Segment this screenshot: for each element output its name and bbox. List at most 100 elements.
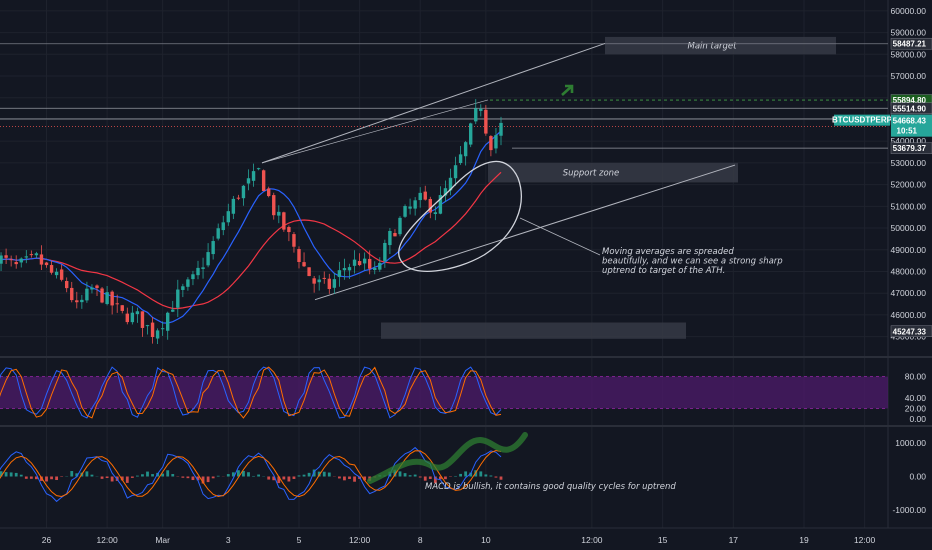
candle-body: [408, 206, 412, 209]
candle-body: [171, 309, 175, 312]
candle-body: [95, 285, 99, 288]
candle-body: [130, 312, 135, 323]
candle-body: [216, 228, 220, 239]
candle-body: [458, 154, 463, 163]
macd-bar: [9, 472, 13, 477]
macd-bar: [146, 471, 149, 477]
candle-body: [373, 267, 377, 271]
grid-lines: [0, 0, 888, 528]
macd-bar: [317, 471, 321, 477]
candle-body: [433, 212, 438, 215]
price-tick-label: 49000.00: [891, 245, 927, 255]
candle-body: [75, 300, 79, 303]
macd-bar: [242, 470, 245, 477]
macd-bar: [297, 475, 301, 477]
time-tick-label: 26: [42, 535, 52, 545]
candle-body: [155, 330, 160, 339]
macd-bar: [257, 474, 260, 477]
candle-body: [357, 261, 362, 266]
candle-body: [65, 281, 69, 289]
price-tick-label: 59000.00: [891, 28, 927, 38]
macd-bar: [343, 476, 346, 481]
macd-note: MACD is bullish, it contains good qualit…: [425, 482, 676, 492]
price-lines: [0, 43, 888, 149]
macd-bar: [444, 476, 447, 480]
candle-body: [231, 198, 236, 214]
candle-body: [49, 265, 54, 273]
bullish-arrow-icon: [561, 84, 574, 96]
macd-bar: [439, 476, 442, 480]
macd-bar: [191, 476, 195, 481]
candle-body: [110, 291, 114, 306]
time-tick-label: Mar: [155, 535, 170, 545]
candle-body: [312, 278, 316, 284]
macd-bar: [403, 473, 407, 477]
candle-body: [100, 288, 104, 303]
price-tag-text: 53679.37: [893, 144, 927, 153]
macd-bar: [231, 472, 235, 477]
macd-bar: [312, 469, 316, 477]
macd-bar: [171, 474, 175, 477]
macd-tick-label: 0.00: [909, 472, 926, 482]
ma-note-line: beautifully, and we can see a strong sha…: [602, 257, 783, 267]
time-tick-label: 17: [729, 535, 739, 545]
price-tick-label: 50000.00: [891, 223, 927, 233]
macd-bar: [100, 476, 104, 479]
candle-body: [418, 192, 422, 201]
candle-body: [267, 188, 271, 197]
stoch-tick-label: 0.00: [909, 414, 926, 424]
candle-body: [191, 274, 195, 280]
macd-bar: [282, 476, 286, 480]
candle-body: [277, 211, 281, 216]
macd-bar: [418, 476, 422, 478]
last-price-text: 54668.43: [893, 117, 927, 126]
price-tick-label: 52000.00: [891, 180, 927, 190]
candle-body: [297, 249, 301, 263]
price-tick-label: 57000.00: [891, 71, 927, 81]
stoch-band: [0, 376, 888, 409]
candle-body: [19, 258, 23, 263]
macd-bar: [469, 472, 473, 477]
macd-bar: [433, 476, 437, 484]
candle-body: [423, 191, 427, 200]
time-tick-label: 12:00: [96, 535, 118, 545]
candle-body: [150, 322, 155, 338]
macd-bar: [393, 469, 397, 477]
macd-bar: [413, 474, 417, 477]
candle-body: [322, 277, 326, 279]
candle-body: [261, 170, 266, 191]
macd-bar: [398, 471, 402, 477]
candle-body: [443, 188, 448, 196]
channel-upper-line: [261, 42, 606, 164]
candle-body: [4, 255, 8, 258]
macd-bar: [322, 471, 326, 477]
macd-bar: [494, 476, 498, 478]
price-tick-label: 53000.00: [891, 158, 927, 168]
macd-bar: [0, 471, 3, 477]
candle-body: [105, 292, 109, 305]
candle-body: [453, 165, 458, 179]
macd-bar: [4, 472, 8, 477]
candle-body: [474, 108, 478, 122]
price-tag-text: 45247.33: [893, 327, 927, 336]
macd-bar: [459, 473, 462, 477]
macd-cycle-highlight: [367, 432, 528, 484]
macd-bar: [247, 472, 250, 477]
candle-body: [378, 262, 382, 270]
macd-bar: [161, 473, 165, 477]
macd-bar: [363, 476, 367, 481]
macd-bar: [125, 476, 129, 483]
macd-bar: [226, 474, 230, 477]
macd-bar: [423, 476, 427, 481]
macd-bar: [50, 476, 53, 480]
macd-bar: [454, 475, 457, 477]
candle-body: [484, 109, 488, 134]
candle-body: [393, 232, 397, 237]
candle-body: [176, 289, 180, 308]
candle-body: [181, 286, 185, 290]
macd-bar: [287, 476, 291, 482]
time-tick-label: 12:00: [854, 535, 876, 545]
macd-bar: [40, 476, 43, 481]
